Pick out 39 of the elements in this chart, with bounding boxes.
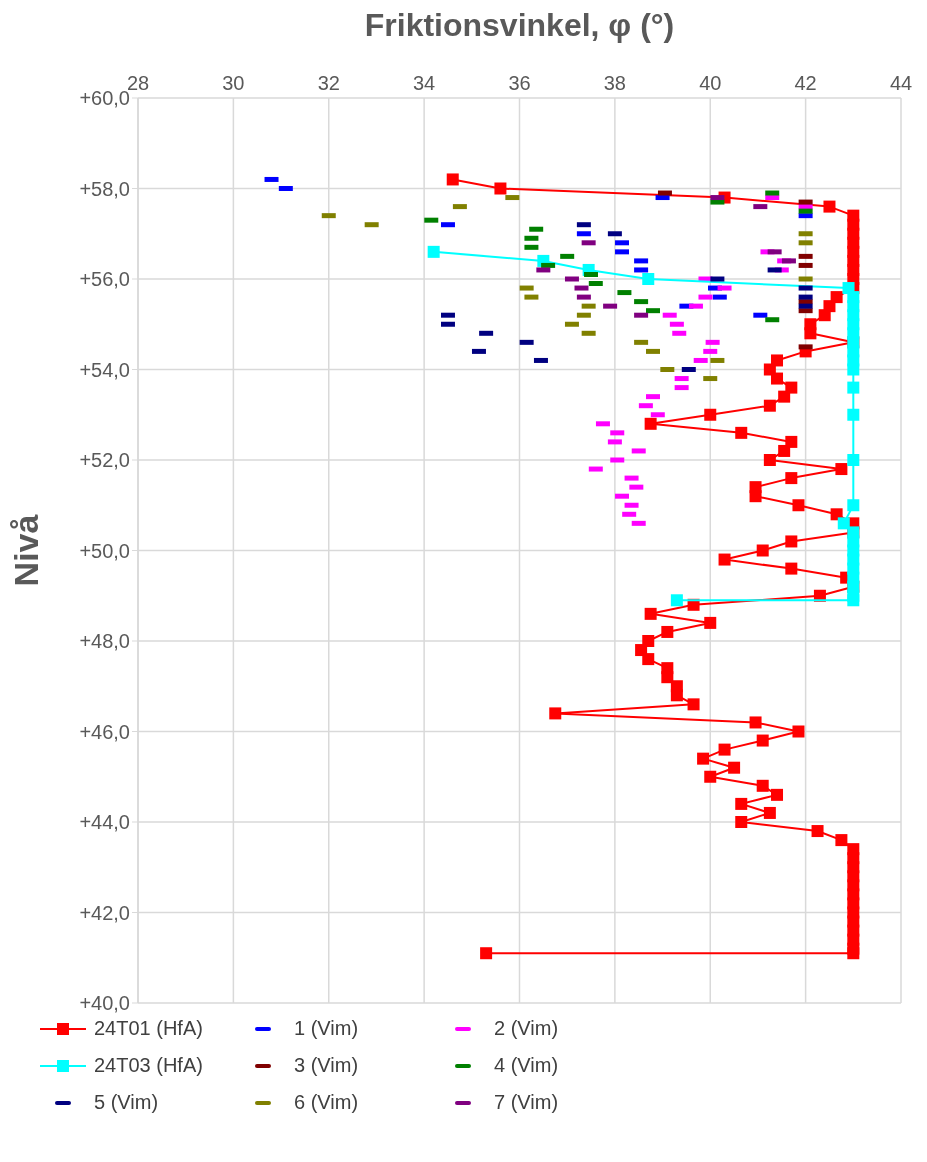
y-tick-label: +58,0 (79, 177, 130, 200)
y-tick-label: +46,0 (79, 720, 130, 743)
x-tick-label: 42 (794, 72, 817, 94)
legend-label: 5 (Vim) (94, 1091, 159, 1114)
point (847, 454, 860, 466)
x-axis-title: Friktionsvinkel, φ (°) (364, 6, 675, 43)
point (642, 273, 655, 285)
point (847, 594, 860, 607)
point (847, 499, 860, 512)
legend-label: 2 (Vim) (494, 1017, 559, 1040)
legend-label: 24T03 (HfA) (94, 1054, 203, 1077)
x-tick-label: 44 (889, 72, 913, 94)
x-tick-label: 40 (699, 72, 722, 94)
legend-label: 1 (Vim) (294, 1017, 359, 1040)
x-tick-label: 30 (222, 72, 245, 94)
y-tick-label: +54,0 (79, 358, 130, 381)
point (670, 594, 683, 607)
x-tick-label: 32 (317, 72, 340, 94)
y-tick-label: +40,0 (79, 992, 130, 1015)
legend-label: 6 (Vim) (294, 1091, 359, 1114)
point (847, 408, 860, 421)
legend-label: 3 (Vim) (294, 1054, 359, 1077)
y-tick-label: +52,0 (79, 449, 130, 472)
point (427, 245, 440, 258)
legend-label: 7 (Vim) (494, 1091, 559, 1114)
point (847, 363, 860, 376)
point (837, 517, 850, 530)
y-tick-label: +42,0 (79, 901, 130, 924)
y-tick-label: +44,0 (79, 811, 130, 834)
y-tick-label: +48,0 (79, 630, 130, 653)
x-tick-label: 38 (603, 72, 626, 94)
y-axis-title: Nivå (7, 514, 46, 587)
legend-label: 4 (Vim) (494, 1054, 559, 1077)
x-tick-label: 34 (413, 72, 436, 94)
x-tick-label: 36 (508, 72, 531, 94)
legend-label: 24T01 (HfA) (94, 1017, 203, 1040)
point (847, 381, 860, 394)
y-tick-label: +56,0 (79, 268, 130, 291)
y-tick-label: +50,0 (79, 539, 130, 562)
